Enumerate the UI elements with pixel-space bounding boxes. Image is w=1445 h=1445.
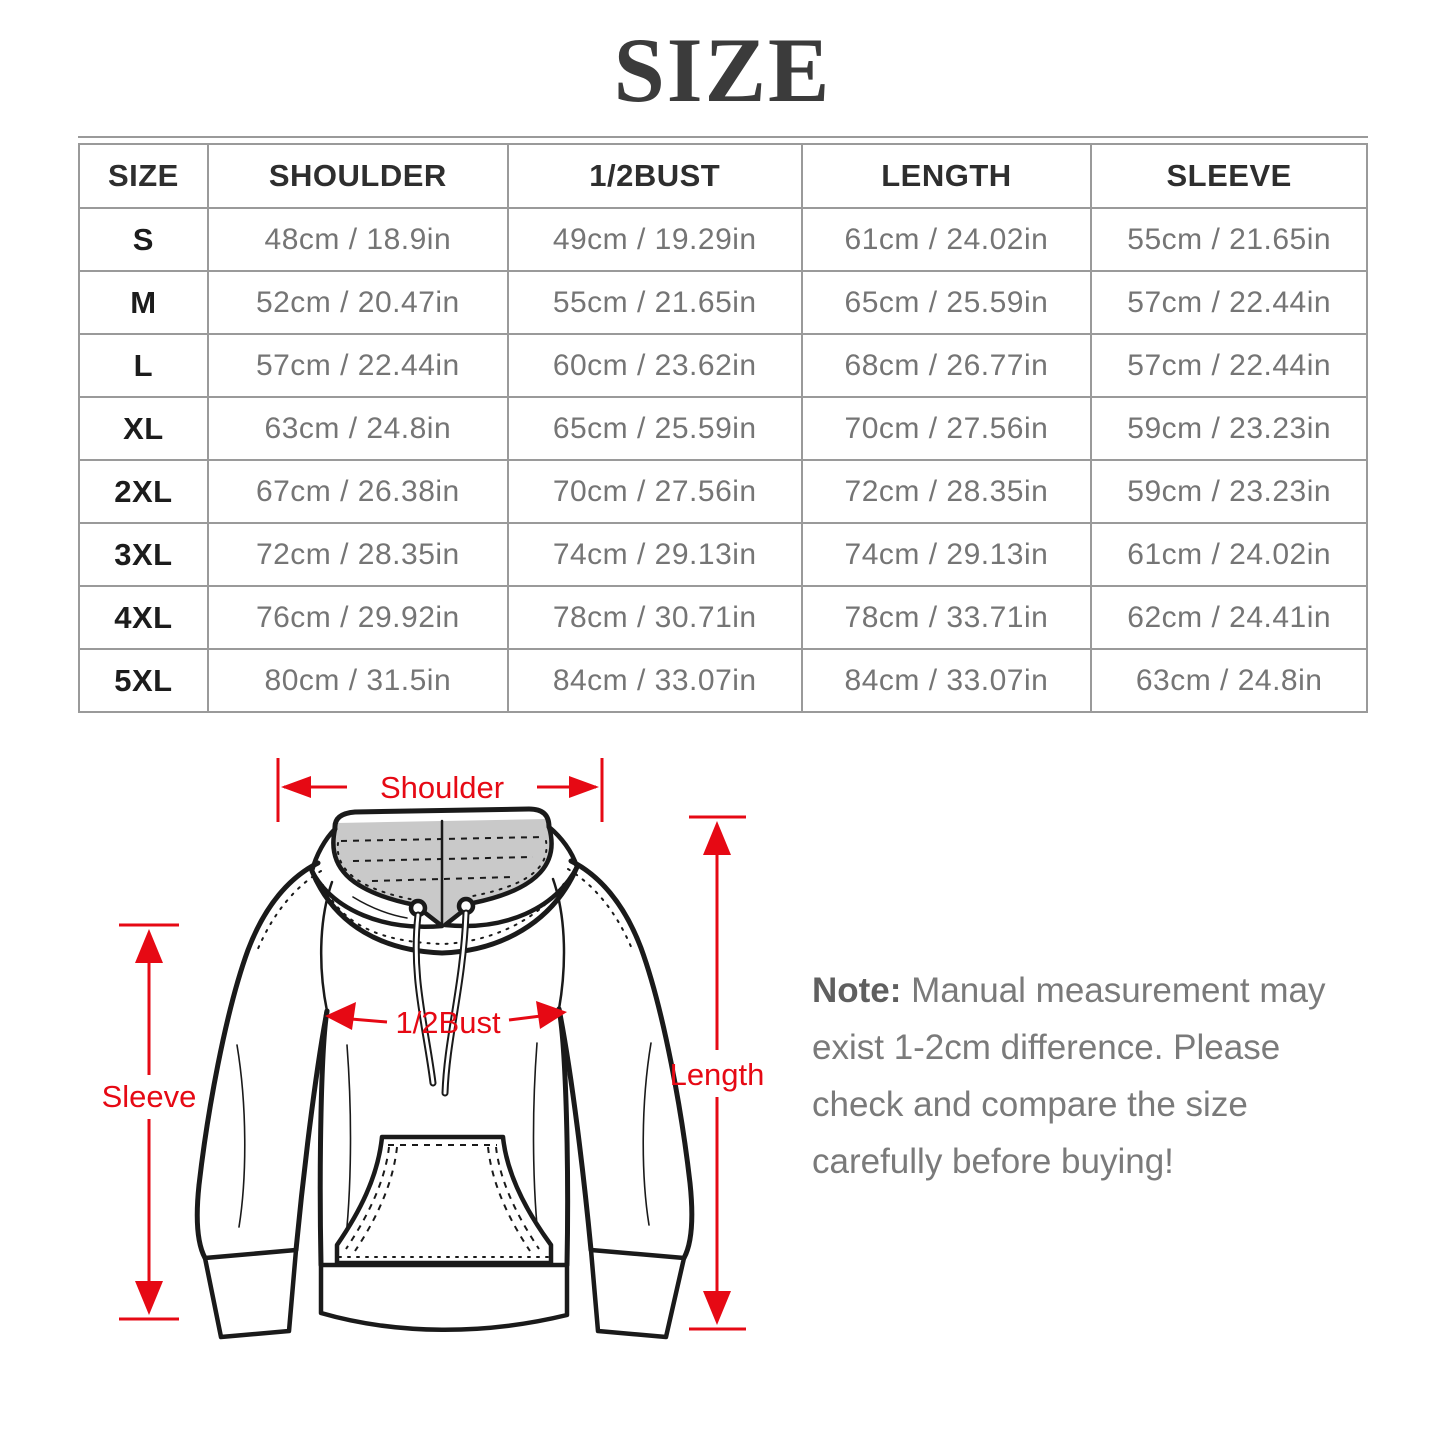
cuff-right [588,1247,687,1340]
hoodie-measurement-diagram: Shoulder Length Sleeve 1/2Bust [102,758,765,1340]
shoulder-value: 52cm / 20.47in [206,270,509,335]
table-row: 2XL 67cm / 26.38in 70cm / 27.56in 72cm /… [78,459,1368,524]
sleeve-dimension-arrow: Sleeve [102,923,197,1321]
table-header-length: LENGTH [800,143,1093,209]
size-label: 3XL [78,522,209,587]
length-value: 78cm / 33.71in [800,585,1093,650]
length-dimension-label: Length [670,1057,765,1092]
shoulder-value: 67cm / 26.38in [206,459,509,524]
half-bust-value: 84cm / 33.07in [506,648,803,713]
half-bust-value: 49cm / 19.29in [506,207,803,272]
sleeve-value: 61cm / 24.02in [1090,522,1368,587]
note-label: Note: [812,971,902,1010]
size-label: 2XL [78,459,209,524]
collar-flap-right [442,824,580,929]
size-label: M [78,270,209,335]
size-label: 5XL [78,648,209,713]
half-bust-value: 60cm / 23.62in [506,333,803,398]
hoodie-illustration [194,806,695,1340]
table-row: L 57cm / 22.44in 60cm / 23.62in 68cm / 2… [78,333,1368,398]
size-table: SIZE SHOULDER 1/2BUST LENGTH SLEEVE S 48… [78,143,1368,713]
size-label: XL [78,396,209,461]
kangaroo-pocket [334,1134,554,1266]
table-header-half-bust: 1/2BUST [506,143,803,209]
shoulder-value: 80cm / 31.5in [206,648,509,713]
shoulder-value: 48cm / 18.9in [206,207,509,272]
half-bust-dimension-label: 1/2Bust [395,1005,501,1040]
note-text: Note: Manual measurement may exist 1-2cm… [812,962,1374,1190]
note-body: Manual measurement may exist 1-2cm diffe… [812,971,1326,1181]
size-table-wrapper: SIZE SHOULDER 1/2BUST LENGTH SLEEVE S 48… [78,136,1368,713]
page-title: SIZE [613,19,832,121]
shoulder-value: 57cm / 22.44in [206,333,509,398]
size-label: S [78,207,209,272]
half-bust-value: 55cm / 21.65in [506,270,803,335]
cuff-left [202,1247,299,1340]
half-bust-value: 74cm / 29.13in [506,522,803,587]
table-row: 5XL 80cm / 31.5in 84cm / 33.07in 84cm / … [78,648,1368,713]
half-bust-value: 78cm / 30.71in [506,585,803,650]
table-header-sleeve: SLEEVE [1090,143,1368,209]
collar-flap-left [309,826,445,929]
sleeve-value: 62cm / 24.41in [1090,585,1368,650]
sleeve-value: 57cm / 22.44in [1090,270,1368,335]
half-bust-value: 65cm / 25.59in [506,396,803,461]
length-value: 84cm / 33.07in [800,648,1093,713]
table-row: 4XL 76cm / 29.92in 78cm / 30.71in 78cm /… [78,585,1368,650]
shoulder-dimension-arrow: Shoulder [276,758,604,822]
table-header-size: SIZE [78,143,209,209]
hem-band [318,1262,570,1332]
sleeve-value: 59cm / 23.23in [1090,396,1368,461]
table-row: M 52cm / 20.47in 55cm / 21.65in 65cm / 2… [78,270,1368,335]
shoulder-dimension-label: Shoulder [380,770,504,805]
length-value: 68cm / 26.77in [800,333,1093,398]
sleeve-value: 57cm / 22.44in [1090,333,1368,398]
table-header-shoulder: SHOULDER [206,143,509,209]
table-row: XL 63cm / 24.8in 65cm / 25.59in 70cm / 2… [78,396,1368,461]
length-value: 65cm / 25.59in [800,270,1093,335]
shoulder-value: 72cm / 28.35in [206,522,509,587]
table-row: 3XL 72cm / 28.35in 74cm / 29.13in 74cm /… [78,522,1368,587]
length-value: 61cm / 24.02in [800,207,1093,272]
half-bust-value: 70cm / 27.56in [506,459,803,524]
half-bust-dimension-arrow: 1/2Bust [325,1001,567,1040]
shoulder-value: 76cm / 29.92in [206,585,509,650]
table-header-row: SIZE SHOULDER 1/2BUST LENGTH SLEEVE [78,143,1368,209]
length-dimension-arrow: Length [670,815,765,1331]
size-label: L [78,333,209,398]
table-row: S 48cm / 18.9in 49cm / 19.29in 61cm / 24… [78,207,1368,272]
sleeve-dimension-label: Sleeve [102,1079,197,1114]
sleeve-value: 55cm / 21.65in [1090,207,1368,272]
length-value: 70cm / 27.56in [800,396,1093,461]
sleeve-value: 59cm / 23.23in [1090,459,1368,524]
length-value: 74cm / 29.13in [800,522,1093,587]
sleeve-value: 63cm / 24.8in [1090,648,1368,713]
shoulder-value: 63cm / 24.8in [206,396,509,461]
length-value: 72cm / 28.35in [800,459,1093,524]
size-label: 4XL [78,585,209,650]
